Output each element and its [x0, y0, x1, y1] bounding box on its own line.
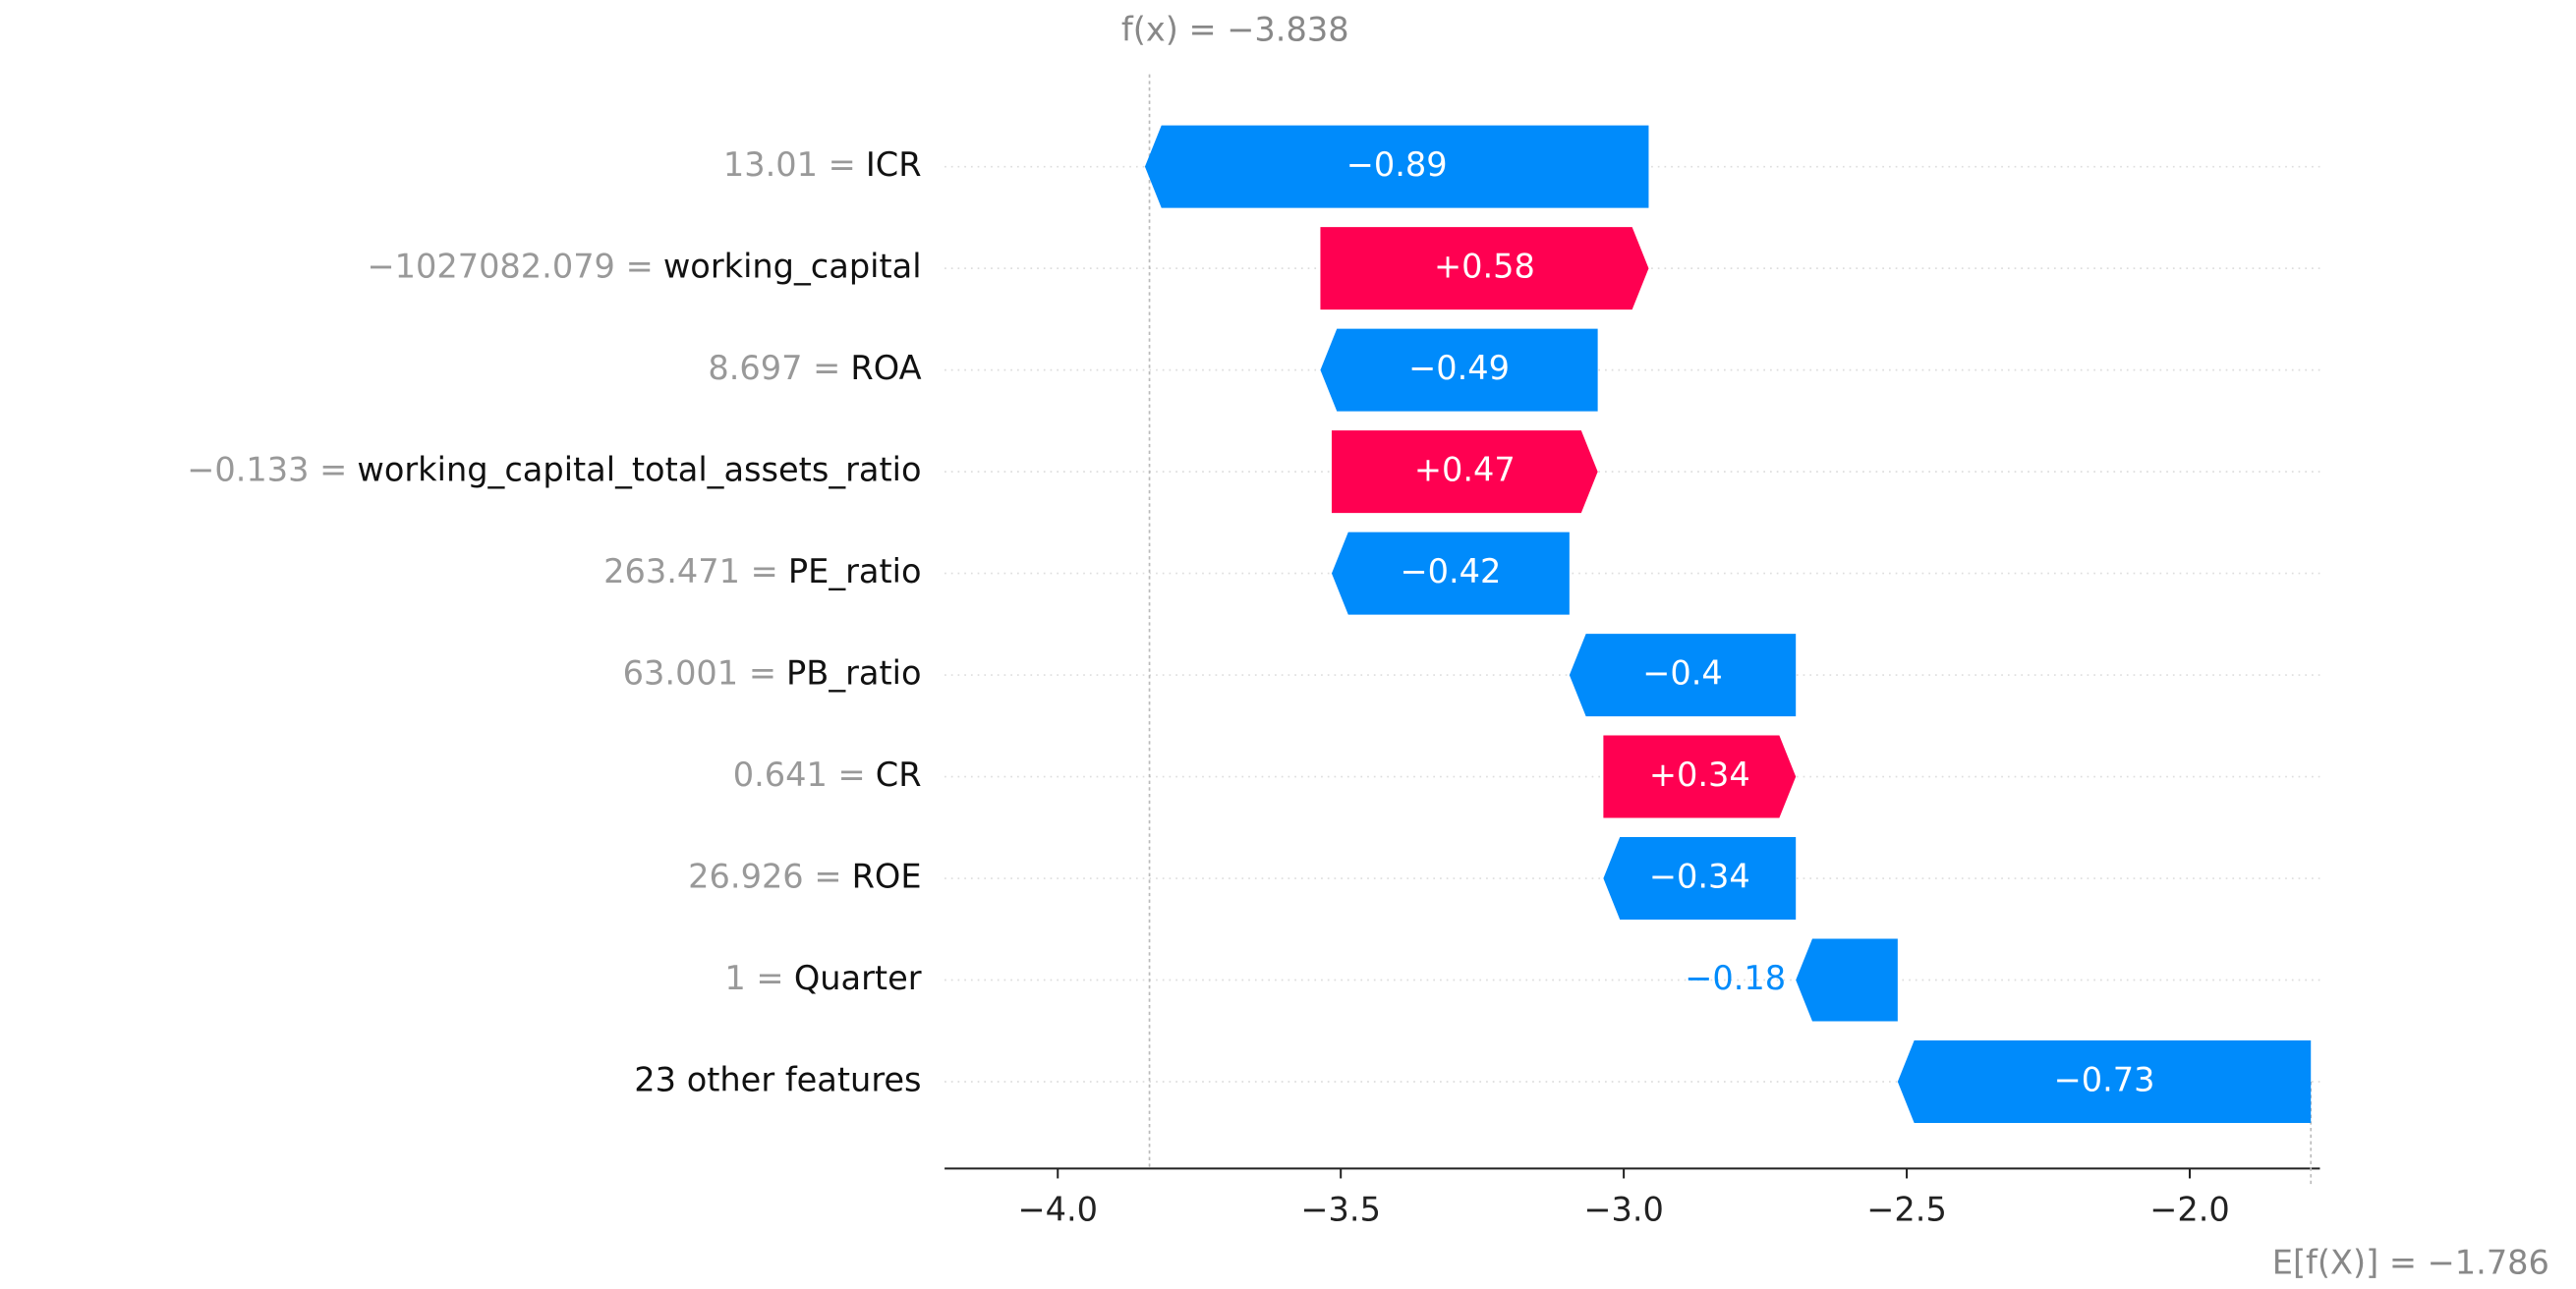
value-label: −0.4	[1642, 654, 1723, 693]
feature-value: 1 =	[724, 959, 783, 997]
feature-value: 263.471 =	[603, 552, 778, 590]
bar	[1331, 430, 1598, 514]
x-tick-label: −3.0	[1583, 1191, 1664, 1229]
value-label: +0.58	[1434, 248, 1535, 286]
value-label: −0.18	[1685, 959, 1786, 997]
feature-name: 23 other features	[634, 1061, 921, 1099]
value-label: +0.34	[1649, 756, 1750, 794]
bar	[1144, 125, 1649, 208]
x-tick-label: −3.5	[1300, 1191, 1381, 1229]
feature-value: 26.926 =	[688, 858, 841, 896]
feature-name: PB_ratio	[786, 654, 922, 693]
feature-name: ROA	[850, 349, 921, 387]
bar	[1320, 328, 1598, 412]
base-value-label: E[f(X)] = −1.786	[2272, 1243, 2549, 1281]
bar	[1569, 634, 1797, 717]
feature-name: ICR	[866, 145, 922, 184]
value-label: +0.47	[1414, 451, 1516, 489]
feature-name: PE_ratio	[788, 552, 922, 590]
feature-value: 63.001 =	[623, 654, 776, 693]
feature-name: Quarter	[794, 959, 922, 997]
feature-name: ROE	[852, 858, 922, 896]
feature-value: 8.697 =	[708, 349, 840, 387]
bar	[1603, 735, 1797, 818]
feature-value: −1027082.079 =	[367, 248, 653, 286]
bar	[1796, 938, 1898, 1022]
x-tick-label: −4.0	[1017, 1191, 1098, 1229]
value-label: −0.42	[1400, 552, 1501, 590]
feature-name: working_capital	[663, 248, 922, 286]
feature-value: 13.01 =	[723, 145, 856, 184]
bar	[1603, 837, 1797, 921]
output-value-label: f(x) = −3.838	[1121, 10, 1349, 48]
x-tick-label: −2.0	[2149, 1191, 2230, 1229]
value-label: −0.73	[2054, 1061, 2155, 1099]
value-label: −0.34	[1649, 858, 1750, 896]
feature-value: 0.641 =	[733, 756, 866, 794]
value-label: −0.89	[1346, 145, 1448, 184]
feature-value: −0.133 =	[187, 451, 347, 489]
value-label: −0.49	[1408, 349, 1510, 387]
x-tick-label: −2.5	[1866, 1191, 1947, 1229]
feature-name: CR	[876, 756, 922, 794]
bar	[1897, 1040, 2312, 1124]
bar	[1320, 227, 1649, 310]
feature-name: working_capital_total_assets_ratio	[357, 451, 921, 489]
bar	[1331, 532, 1570, 615]
